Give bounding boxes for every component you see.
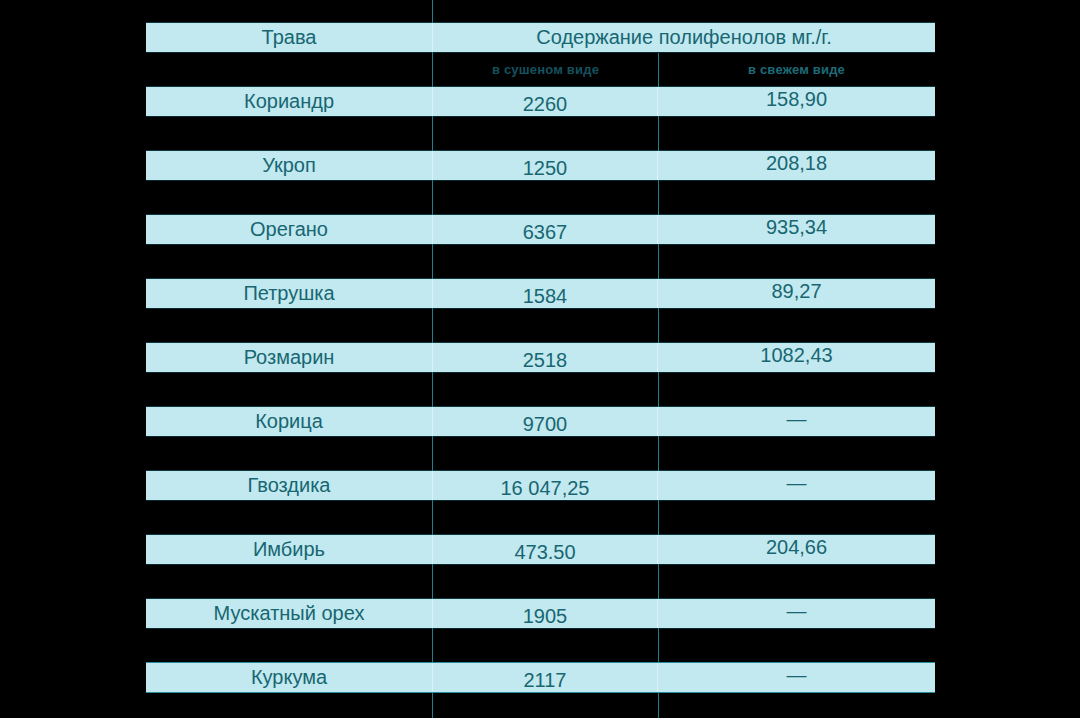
fresh-value-cell: 89,27 (658, 279, 935, 308)
table-row: Укроп 1250 208,18 (146, 150, 935, 181)
table-row: Корица 9700 — (146, 406, 935, 437)
subheader-fresh-label: в свежем виде (658, 53, 935, 86)
fresh-value-cell: — (658, 471, 935, 500)
table-row: Гвоздика 16 047,25 — (146, 470, 935, 501)
table-row: Имбирь 473.50 204,66 (146, 534, 935, 565)
herb-name-cell: Кориандр (146, 87, 433, 116)
table-row: Куркума 2117 — (146, 662, 935, 693)
herb-name-cell: Куркума (146, 663, 433, 692)
table-row: Кориандр 2260 158,90 (146, 86, 935, 117)
table-row: Розмарин 2518 1082,43 (146, 342, 935, 373)
header-cell-herb: Трава (146, 23, 433, 52)
table-row: Мускатный орех 1905 — (146, 598, 935, 629)
dried-value-cell: 16 047,25 (433, 471, 658, 500)
dried-value-cell: 2518 (433, 343, 658, 372)
dried-value-cell: 1905 (433, 599, 658, 628)
table-row: Петрушка 1584 89,27 (146, 278, 935, 309)
table-body: Кориандр 2260 158,90 Укроп 1250 208,18 О… (146, 86, 935, 718)
herb-name-cell: Имбирь (146, 535, 433, 564)
herb-name-cell: Укроп (146, 151, 433, 180)
dried-value-cell: 6367 (433, 215, 658, 244)
herb-name-cell: Гвоздика (146, 471, 433, 500)
herb-name-cell: Розмарин (146, 343, 433, 372)
herb-name-cell: Мускатный орех (146, 599, 433, 628)
fresh-value-cell: 1082,43 (658, 343, 935, 372)
herb-name-cell: Орегано (146, 215, 433, 244)
fresh-value-cell: 204,66 (658, 535, 935, 564)
header-herb-label: Трава (262, 26, 317, 49)
header-cell-polyphenols: Содержание полифенолов мг./г. (433, 23, 935, 52)
fresh-value-cell: — (658, 663, 935, 692)
dried-value-cell: 473.50 (433, 535, 658, 564)
herb-name-cell: Петрушка (146, 279, 433, 308)
table-header-row: Трава Содержание полифенолов мг./г. (146, 22, 935, 53)
header-polyphenols-label: Содержание полифенолов мг./г. (536, 26, 831, 49)
dried-value-cell: 2260 (433, 87, 658, 116)
herb-name-cell: Корица (146, 407, 433, 436)
subheader-dried-label: в сушеном виде (433, 53, 658, 86)
dried-value-cell: 1584 (433, 279, 658, 308)
dried-value-cell: 2117 (433, 663, 658, 692)
fresh-value-cell: 208,18 (658, 151, 935, 180)
herbs-polyphenols-table-slide: Трава Содержание полифенолов мг./г. в су… (0, 0, 1080, 718)
fresh-value-cell: — (658, 599, 935, 628)
fresh-value-cell: 935,34 (658, 215, 935, 244)
table-row: Орегано 6367 935,34 (146, 214, 935, 245)
fresh-value-cell: — (658, 407, 935, 436)
dried-value-cell: 9700 (433, 407, 658, 436)
dried-value-cell: 1250 (433, 151, 658, 180)
fresh-value-cell: 158,90 (658, 87, 935, 116)
